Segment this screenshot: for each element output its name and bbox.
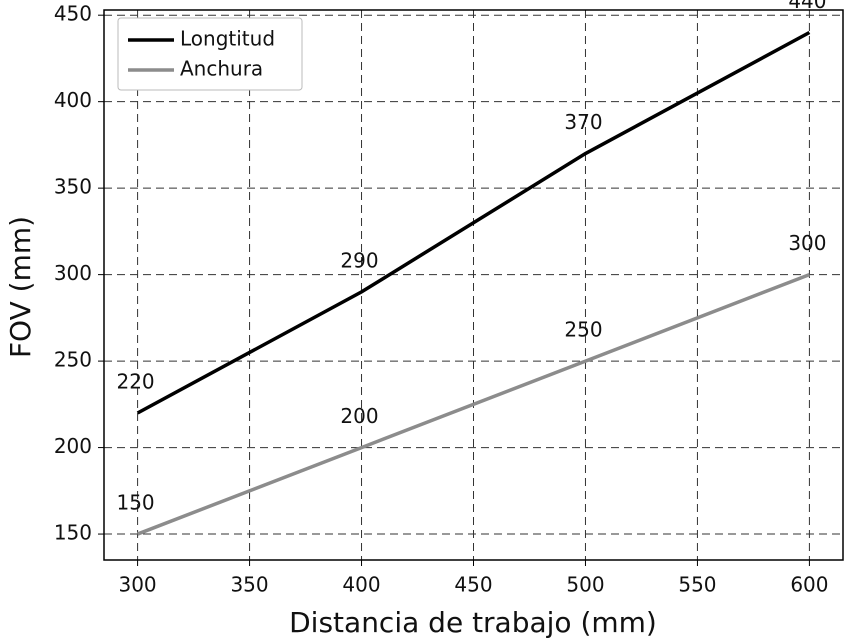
- data-label: 300: [788, 231, 826, 255]
- y-tick-label: 300: [54, 261, 92, 285]
- y-axis-label: FOV (mm): [4, 216, 37, 358]
- legend-label: Longtitud: [180, 27, 275, 51]
- data-line: [136, 272, 811, 536]
- x-tick-label: 500: [566, 573, 604, 597]
- x-tick-label: 550: [678, 573, 716, 597]
- y-tick-label: 250: [54, 348, 92, 372]
- data-label: 440: [788, 0, 826, 13]
- data-label: 370: [564, 110, 602, 134]
- x-tick-label: 450: [454, 573, 492, 597]
- plot-frame: [103, 9, 844, 561]
- x-tick-label: 400: [342, 573, 380, 597]
- data-label: 290: [340, 248, 378, 272]
- legend-box: [117, 17, 303, 91]
- y-tick-label: 450: [54, 2, 92, 26]
- data-label: 220: [116, 369, 154, 393]
- x-tick-label: 600: [790, 573, 828, 597]
- data-line: [136, 30, 811, 415]
- data-label: 250: [564, 318, 602, 342]
- data-label: 150: [116, 491, 154, 515]
- y-tick-label: 200: [54, 434, 92, 458]
- x-tick-label: 300: [118, 573, 156, 597]
- data-label: 200: [340, 404, 378, 428]
- x-axis-label: Distancia de trabajo (mm): [289, 606, 657, 639]
- legend-label: Anchura: [180, 57, 263, 81]
- y-tick-label: 350: [54, 175, 92, 199]
- y-tick-label: 150: [54, 521, 92, 545]
- y-tick-label: 400: [54, 88, 92, 112]
- x-tick-label: 350: [230, 573, 268, 597]
